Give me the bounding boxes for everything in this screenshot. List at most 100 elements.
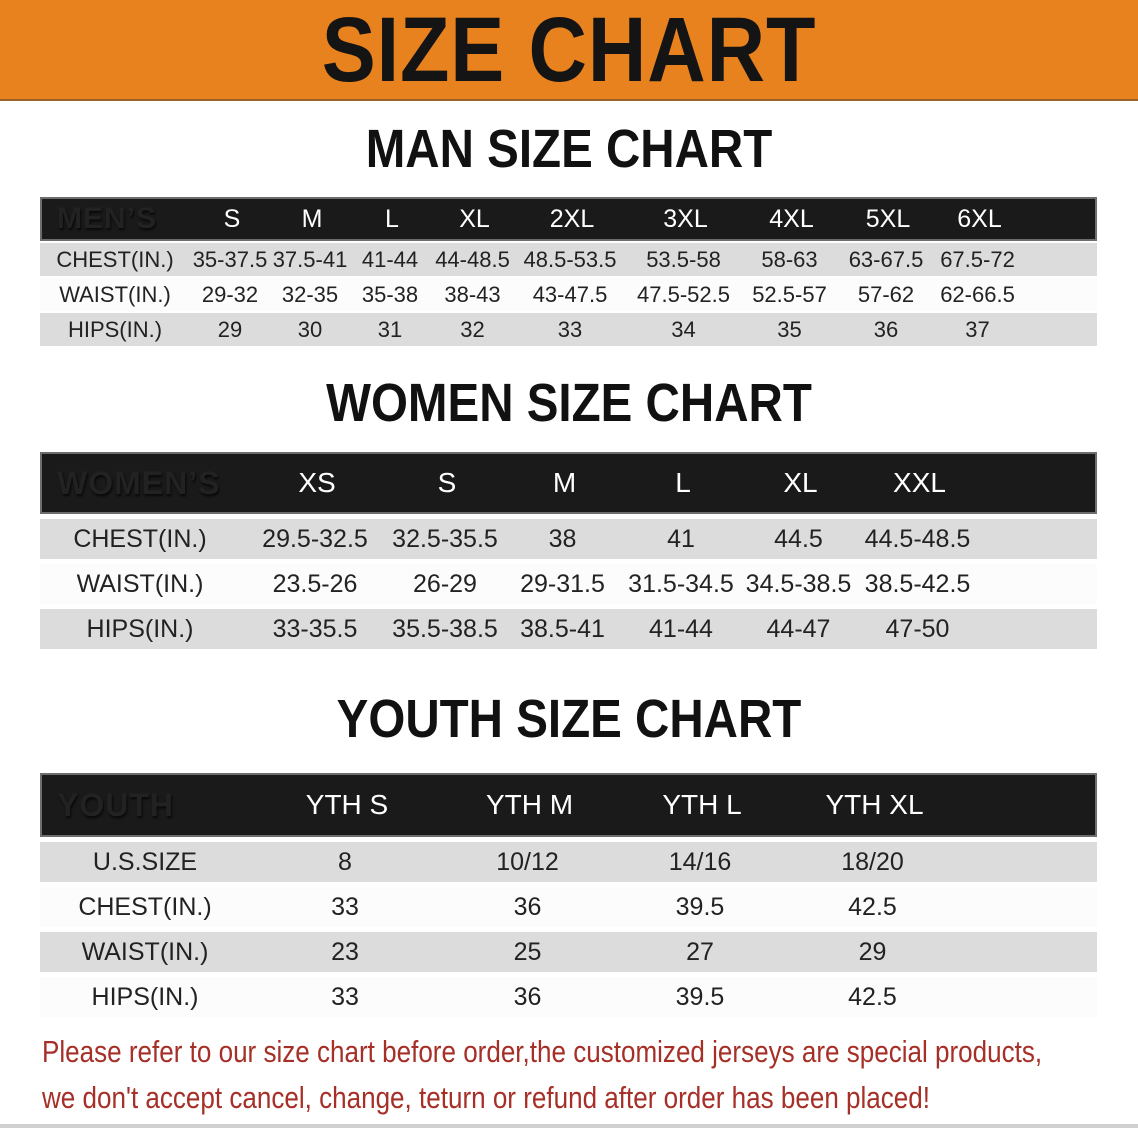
table-row: CHEST(IN.) 29.5-32.5 32.5-35.5 38 41 44.5 44.5… xyxy=(40,519,1097,559)
table-row: WAIST(IN.) 29-32 32-35 35-38 38-43 43-47.5 47.… xyxy=(40,278,1097,311)
table-title-cell: YOUTH xyxy=(57,786,174,823)
size-column-header: 6XL xyxy=(957,204,1002,233)
row-label-cell: U.S.SIZE xyxy=(92,847,198,876)
section-heading-women: WOMEN SIZE CHART xyxy=(0,376,1138,430)
size-column-header: YTH L xyxy=(662,789,742,820)
value-cell: 27 xyxy=(686,937,714,966)
value-cell: 32.5-35.5 xyxy=(392,524,498,553)
value-cell: 33 xyxy=(331,892,359,921)
value-cell: 26-29 xyxy=(413,569,477,598)
value-cell: 32 xyxy=(460,316,485,342)
table-row: U.S.SIZE 8 10/12 14/16 18/20 xyxy=(40,842,1097,882)
value-cell: 48.5-53.5 xyxy=(523,246,617,272)
value-cell: 41-44 xyxy=(649,614,713,643)
size-column-header: 4XL xyxy=(769,204,814,233)
table-title-cell: WOMEN’S xyxy=(57,464,221,501)
size-column-header: S xyxy=(223,204,241,233)
row-label-cell: CHEST(IN.) xyxy=(56,246,174,272)
section-heading-youth-text: YOUTH SIZE CHART xyxy=(336,689,802,749)
value-cell: 62-66.5 xyxy=(940,281,1015,307)
row-label-cell: HIPS(IN.) xyxy=(67,316,163,342)
value-cell: 67.5-72 xyxy=(940,246,1015,272)
table-row: HIPS(IN.) 29 30 31 32 33 34 35 36 37 xyxy=(40,313,1097,346)
footer-note-line1: Please refer to our size chart before or… xyxy=(42,1032,1132,1078)
size-column-header: 5XL xyxy=(865,204,911,233)
row-label-cell: WAIST(IN.) xyxy=(76,569,204,598)
value-cell: 31.5-34.5 xyxy=(628,569,734,598)
value-cell: 33 xyxy=(331,982,359,1011)
size-column-header: M xyxy=(301,204,323,233)
value-cell: 35-37.5 xyxy=(192,246,268,272)
value-cell: 34 xyxy=(671,316,696,342)
mens-size-table: MEN’S S M L XL 2XL 3XL 4XL 5XL 6XL CHEST(IN.) 35-37… xyxy=(40,197,1097,346)
size-column-header: YTH M xyxy=(485,789,574,820)
womens-size-table: WOMEN’S XS S M L XL XXL CHEST(IN.) 29.5-32.5 32.5… xyxy=(40,452,1097,649)
value-cell: 38 xyxy=(548,524,577,553)
value-cell: 35.5-38.5 xyxy=(392,614,498,643)
table-row: HIPS(IN.) 33-35.5 35.5-38.5 38.5-41 41-44 44-… xyxy=(40,609,1097,649)
row-label-cell: CHEST(IN.) xyxy=(73,524,207,553)
value-cell: 44.5 xyxy=(774,524,823,553)
value-cell: 57-62 xyxy=(857,281,915,307)
value-cell: 29 xyxy=(858,937,887,966)
value-cell: 38.5-42.5 xyxy=(864,569,971,598)
table-header-row: WOMEN’S XS S M L XL XXL xyxy=(40,452,1097,514)
value-cell: 35 xyxy=(777,316,802,342)
value-cell: 39.5 xyxy=(675,892,725,921)
size-column-header: M xyxy=(552,467,577,498)
value-cell: 35-38 xyxy=(361,281,419,307)
value-cell: 37.5-41 xyxy=(272,246,348,272)
value-cell: 30 xyxy=(297,316,323,342)
value-cell: 33 xyxy=(557,316,583,342)
footer-note-line2-text: we don't accept cancel, change, teturn o… xyxy=(42,1080,931,1115)
table-row: CHEST(IN.) 35-37.5 37.5-41 41-44 44-48.5 48.5… xyxy=(40,243,1097,276)
row-label-cell: HIPS(IN.) xyxy=(86,614,194,643)
value-cell: 53.5-58 xyxy=(646,246,721,272)
table-header-row: YOUTH YTH S YTH M YTH L YTH XL xyxy=(40,773,1097,837)
size-column-header: XL xyxy=(459,204,490,233)
value-cell: 18/20 xyxy=(841,847,904,876)
value-cell: 25 xyxy=(513,937,542,966)
banner: SIZE CHART xyxy=(0,0,1138,101)
value-cell: 29-32 xyxy=(201,281,259,307)
value-cell: 33-35.5 xyxy=(272,614,358,643)
size-column-header: XXL xyxy=(893,467,946,498)
value-cell: 34.5-38.5 xyxy=(745,569,852,598)
value-cell: 36 xyxy=(513,982,542,1011)
size-column-header: L xyxy=(385,204,399,233)
value-cell: 42.5 xyxy=(848,892,897,921)
youth-size-table: YOUTH YTH S YTH M YTH L YTH XL U.S.SIZE 8 10/12… xyxy=(40,773,1097,1017)
value-cell: 43-47.5 xyxy=(532,281,608,307)
size-column-header: S xyxy=(437,467,457,498)
value-cell: 41-44 xyxy=(361,246,419,272)
value-cell: 42.5 xyxy=(848,982,897,1011)
size-column-header: YTH XL xyxy=(825,789,924,820)
value-cell: 47-50 xyxy=(885,614,950,643)
banner-title: SIZE CHART xyxy=(321,0,817,101)
row-label-cell: HIPS(IN.) xyxy=(91,982,199,1011)
value-cell: 37 xyxy=(965,316,990,342)
size-column-header: YTH S xyxy=(305,789,389,820)
row-label-cell: CHEST(IN.) xyxy=(78,892,212,921)
value-cell: 29-31.5 xyxy=(520,569,605,598)
value-cell: 38-43 xyxy=(444,281,501,307)
table-row: WAIST(IN.) 23 25 27 29 xyxy=(40,932,1097,972)
value-cell: 39.5 xyxy=(675,982,725,1011)
size-column-header: L xyxy=(675,467,691,498)
table-title-cell: MEN’S xyxy=(57,202,158,235)
size-column-header: XS xyxy=(298,467,336,498)
footer-note-line2: we don't accept cancel, change, teturn o… xyxy=(42,1078,1132,1124)
value-cell: 23.5-26 xyxy=(272,569,358,598)
value-cell: 10/12 xyxy=(496,847,559,876)
value-cell: 23 xyxy=(331,937,359,966)
value-cell: 29.5-32.5 xyxy=(262,524,368,553)
value-cell: 44-48.5 xyxy=(435,246,510,272)
size-column-header: 2XL xyxy=(549,204,595,233)
bottom-divider xyxy=(0,1124,1138,1128)
value-cell: 52.5-57 xyxy=(752,281,827,307)
table-row: HIPS(IN.) 33 36 39.5 42.5 xyxy=(40,977,1097,1017)
size-column-header: 3XL xyxy=(663,204,708,233)
table-row: WAIST(IN.) 23.5-26 26-29 29-31.5 31.5-34.5 34… xyxy=(40,564,1097,604)
value-cell: 44-47 xyxy=(766,614,831,643)
